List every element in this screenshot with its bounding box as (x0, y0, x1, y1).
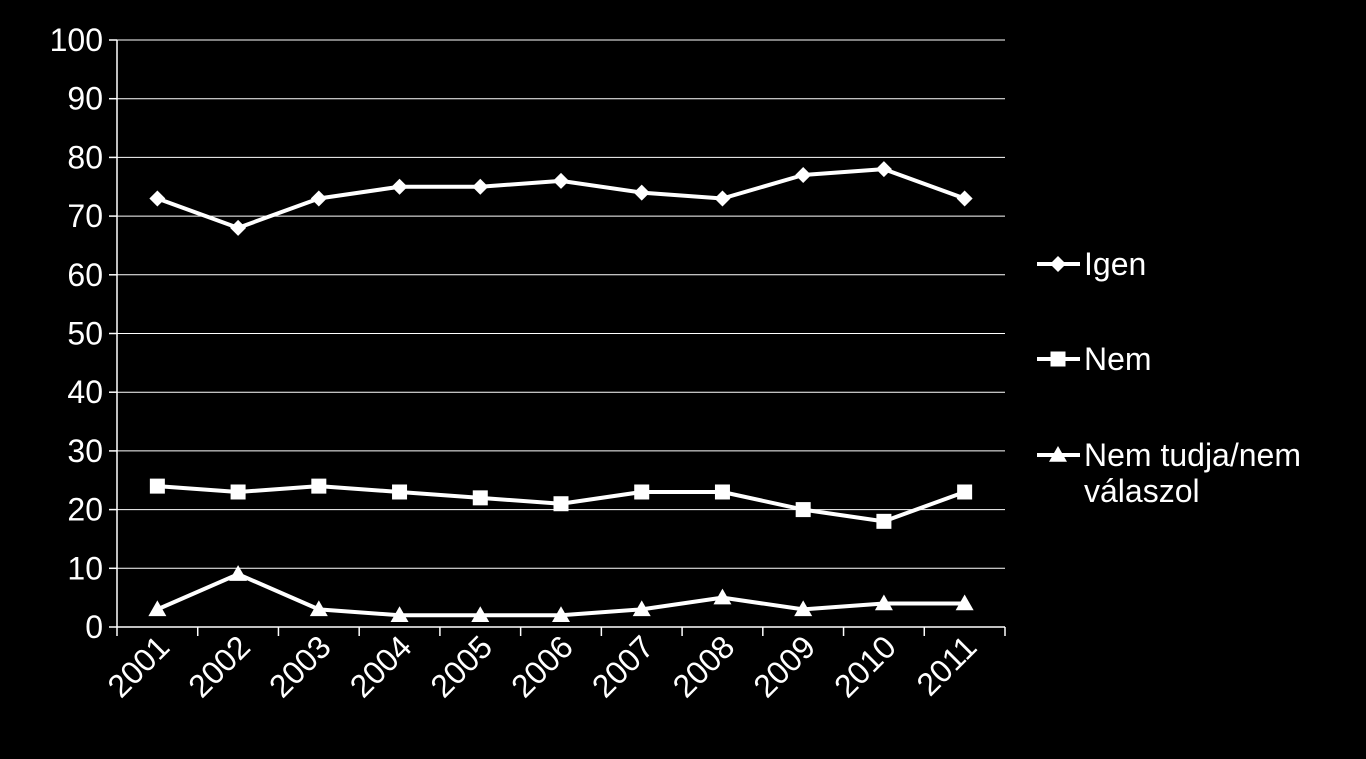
gridlines (117, 39, 1005, 569)
data-point-triangle (955, 594, 974, 611)
data-point-square (149, 478, 165, 494)
legend: Igen Nem Nem tudja/nem válaszol (1037, 246, 1301, 509)
data-point-diamond (149, 190, 166, 207)
data-point-square (876, 513, 892, 529)
x-tick-label: 2007 (585, 628, 661, 704)
x-tick-label: 2005 (423, 628, 499, 704)
x-tick-label: 2008 (666, 628, 742, 704)
data-point-triangle (632, 600, 651, 617)
data-point-triangle (229, 565, 248, 581)
series-diamond (149, 161, 973, 236)
data-point-diamond (230, 219, 247, 236)
legend-marker-triangle (1049, 446, 1067, 462)
data-point-triangle (471, 606, 490, 623)
data-point-square (311, 478, 327, 494)
y-tick-label: 100 (50, 22, 103, 58)
y-tick-label: 40 (67, 374, 103, 410)
y-tick-label: 90 (67, 81, 103, 117)
data-point-square (553, 496, 569, 512)
data-point-square (230, 484, 246, 500)
x-tick-label: 2003 (262, 628, 338, 704)
x-tick-label: 2004 (343, 628, 419, 704)
data-point-square (957, 484, 973, 500)
data-point-diamond (956, 190, 973, 207)
data-point-triangle (874, 594, 893, 611)
data-point-square (714, 484, 730, 500)
data-point-diamond (310, 190, 327, 207)
data-point-diamond (472, 178, 489, 195)
series-triangle (148, 565, 974, 623)
x-tick-label: 2009 (746, 628, 822, 704)
y-tick-label: 50 (67, 316, 103, 352)
data-point-square (634, 484, 650, 500)
legend-marker-square (1050, 351, 1066, 367)
y-tick-label: 30 (67, 433, 103, 469)
x-tick-label: 2011 (909, 628, 983, 702)
data-point-triangle (148, 600, 167, 617)
legend-item-diamond: Igen (1037, 246, 1146, 282)
data-point-square (392, 484, 408, 500)
data-point-triangle (309, 600, 328, 617)
legend-item-square: Nem (1037, 341, 1152, 377)
series-group (148, 161, 974, 623)
data-point-diamond (633, 184, 650, 201)
y-axis-ticks: 0 10 20 30 40 50 60 70 80 90 100 (50, 22, 117, 645)
x-tick-label: 2010 (827, 628, 903, 704)
y-tick-label: 60 (67, 257, 103, 293)
legend-marker-diamond (1050, 256, 1066, 272)
data-point-diamond (391, 178, 408, 195)
data-point-diamond (714, 190, 731, 207)
y-tick-label: 80 (67, 139, 103, 175)
data-point-triangle (390, 606, 409, 623)
legend-label-triangle: Nem tudja/nem válaszol (1084, 437, 1301, 509)
x-axis-ticks: 2001 2002 2003 2004 2005 2006 2007 2008 2009 2010… (101, 627, 1006, 704)
legend-label-square: Nem (1084, 341, 1152, 377)
x-tick-label: 2006 (504, 628, 580, 704)
data-point-square (472, 490, 488, 506)
y-tick-label: 70 (67, 198, 103, 234)
data-point-triangle (713, 588, 732, 605)
series-square (149, 478, 973, 529)
data-point-triangle (552, 606, 570, 623)
data-point-triangle (794, 600, 813, 617)
y-tick-label: 20 (67, 492, 103, 528)
data-point-diamond (875, 161, 892, 178)
y-tick-label: 10 (67, 550, 103, 586)
legend-label-diamond: Igen (1084, 246, 1146, 282)
x-tick-label: 2001 (101, 628, 177, 704)
legend-item-triangle: Nem tudja/nem válaszol (1037, 437, 1301, 509)
data-point-diamond (553, 172, 569, 189)
y-tick-label: 0 (85, 609, 103, 645)
data-point-diamond (795, 167, 812, 184)
x-tick-label: 2002 (181, 628, 257, 704)
data-point-square (795, 502, 811, 518)
